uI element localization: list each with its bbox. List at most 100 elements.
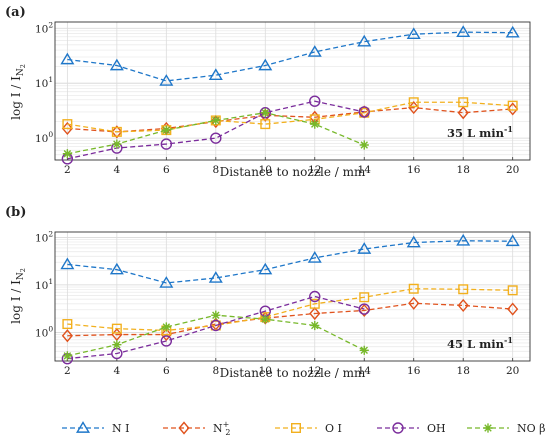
data-point	[309, 290, 321, 303]
series-line	[67, 106, 513, 133]
data-point	[60, 257, 75, 270]
data-point	[161, 125, 171, 135]
series-nob	[62, 310, 369, 361]
legend-marker	[75, 421, 91, 433]
data-point	[358, 106, 370, 118]
legend-marker	[483, 423, 493, 433]
series-line	[67, 302, 513, 337]
y-tick-label: 100	[35, 324, 53, 339]
legend-entry-n2p: N+ 2	[163, 420, 230, 437]
data-point	[310, 119, 320, 129]
axes-frame	[54, 231, 531, 362]
data-point	[406, 235, 421, 248]
series-line	[67, 288, 513, 332]
x-axis-label: Distance to nozzle / mm	[220, 366, 366, 380]
data-point	[160, 138, 173, 150]
data-point	[507, 285, 518, 296]
panel-label: (b)	[5, 205, 26, 220]
series-nob	[62, 108, 369, 159]
data-point	[408, 296, 420, 310]
x-tick-label: 2	[64, 164, 71, 176]
y-tick-label: 101	[35, 75, 53, 90]
panel-label: (a)	[5, 5, 26, 20]
data-point	[112, 340, 122, 350]
x-tick-label: 8	[212, 164, 219, 176]
data-point	[260, 119, 271, 130]
x-tick-label: 6	[163, 365, 170, 377]
data-point	[109, 262, 124, 275]
data-point	[161, 322, 171, 332]
data-point	[359, 140, 369, 150]
data-point	[160, 335, 173, 347]
data-point	[357, 34, 372, 47]
data-point	[507, 100, 518, 111]
data-point	[259, 108, 271, 122]
data-point	[408, 97, 419, 108]
data-point	[60, 52, 75, 65]
data-point	[358, 303, 370, 315]
y-tick-label: 101	[35, 277, 53, 292]
data-point	[62, 149, 72, 159]
data-point	[505, 25, 520, 38]
x-tick-label: 6	[163, 164, 170, 176]
y-axis-label: log I / IN2	[9, 268, 27, 324]
chart-panel-a: 2 4 6 8 10 12 14 16 18 20 100 101 102 (a) Distance to …	[5, 5, 531, 179]
data-point	[457, 106, 469, 120]
data-point	[208, 271, 223, 283]
data-point	[406, 27, 421, 40]
series-ni	[60, 25, 520, 86]
series-ni	[60, 233, 520, 288]
series-line	[67, 240, 513, 284]
legend-label: NO β	[517, 422, 546, 435]
flow-rate-annotation: 45 L min-1	[447, 335, 513, 351]
data-point	[310, 320, 320, 331]
data-point	[159, 276, 174, 288]
x-tick-label: 16	[407, 365, 421, 377]
x-tick-label: 4	[114, 365, 121, 377]
series-line	[67, 101, 513, 133]
data-point	[408, 100, 420, 115]
axes-frame	[54, 21, 531, 161]
data-point	[211, 115, 221, 126]
legend-marker	[392, 422, 404, 434]
legend-label: O I	[325, 422, 342, 435]
data-point	[160, 327, 172, 342]
x-tick-label: 20	[506, 365, 519, 377]
data-point	[456, 25, 471, 37]
data-point	[307, 45, 322, 57]
data-point	[210, 132, 222, 144]
data-point	[456, 233, 471, 246]
data-point	[259, 107, 271, 119]
chart-panel-b: 2 4 6 8 10 12 14 16 18 20 100 101 102 (b) Distance to …	[5, 205, 531, 380]
legend-entry-nob: NO β	[467, 422, 546, 435]
data-point	[62, 351, 72, 361]
data-point	[258, 58, 273, 71]
data-point	[507, 302, 519, 316]
x-tick-label: 12	[308, 365, 321, 377]
data-point	[357, 242, 372, 254]
data-point	[358, 303, 370, 318]
x-tick-label: 14	[358, 164, 372, 176]
data-point	[61, 329, 73, 343]
x-axis-label: Distance to nozzle / mm	[220, 165, 366, 179]
data-point	[111, 323, 122, 334]
x-tick-label: 10	[259, 365, 272, 377]
y-tick-label: 102	[35, 20, 53, 35]
data-point	[208, 68, 223, 80]
data-point	[507, 102, 519, 116]
legend: N I N+ 2 O I OH NO β	[62, 420, 546, 437]
x-tick-label: 12	[308, 164, 321, 176]
y-tick-label: 102	[35, 229, 53, 244]
x-tick-label: 18	[457, 164, 470, 176]
data-point	[109, 58, 124, 71]
x-tick-label: 8	[212, 365, 219, 377]
x-tick-label: 16	[407, 164, 421, 176]
legend-label: N I	[112, 422, 129, 435]
data-point	[211, 310, 221, 320]
series-line	[67, 295, 365, 360]
x-tick-label: 2	[64, 365, 71, 377]
legend-marker	[178, 421, 190, 435]
y-tick-label: 100	[35, 130, 53, 145]
series-n2p	[61, 100, 519, 139]
